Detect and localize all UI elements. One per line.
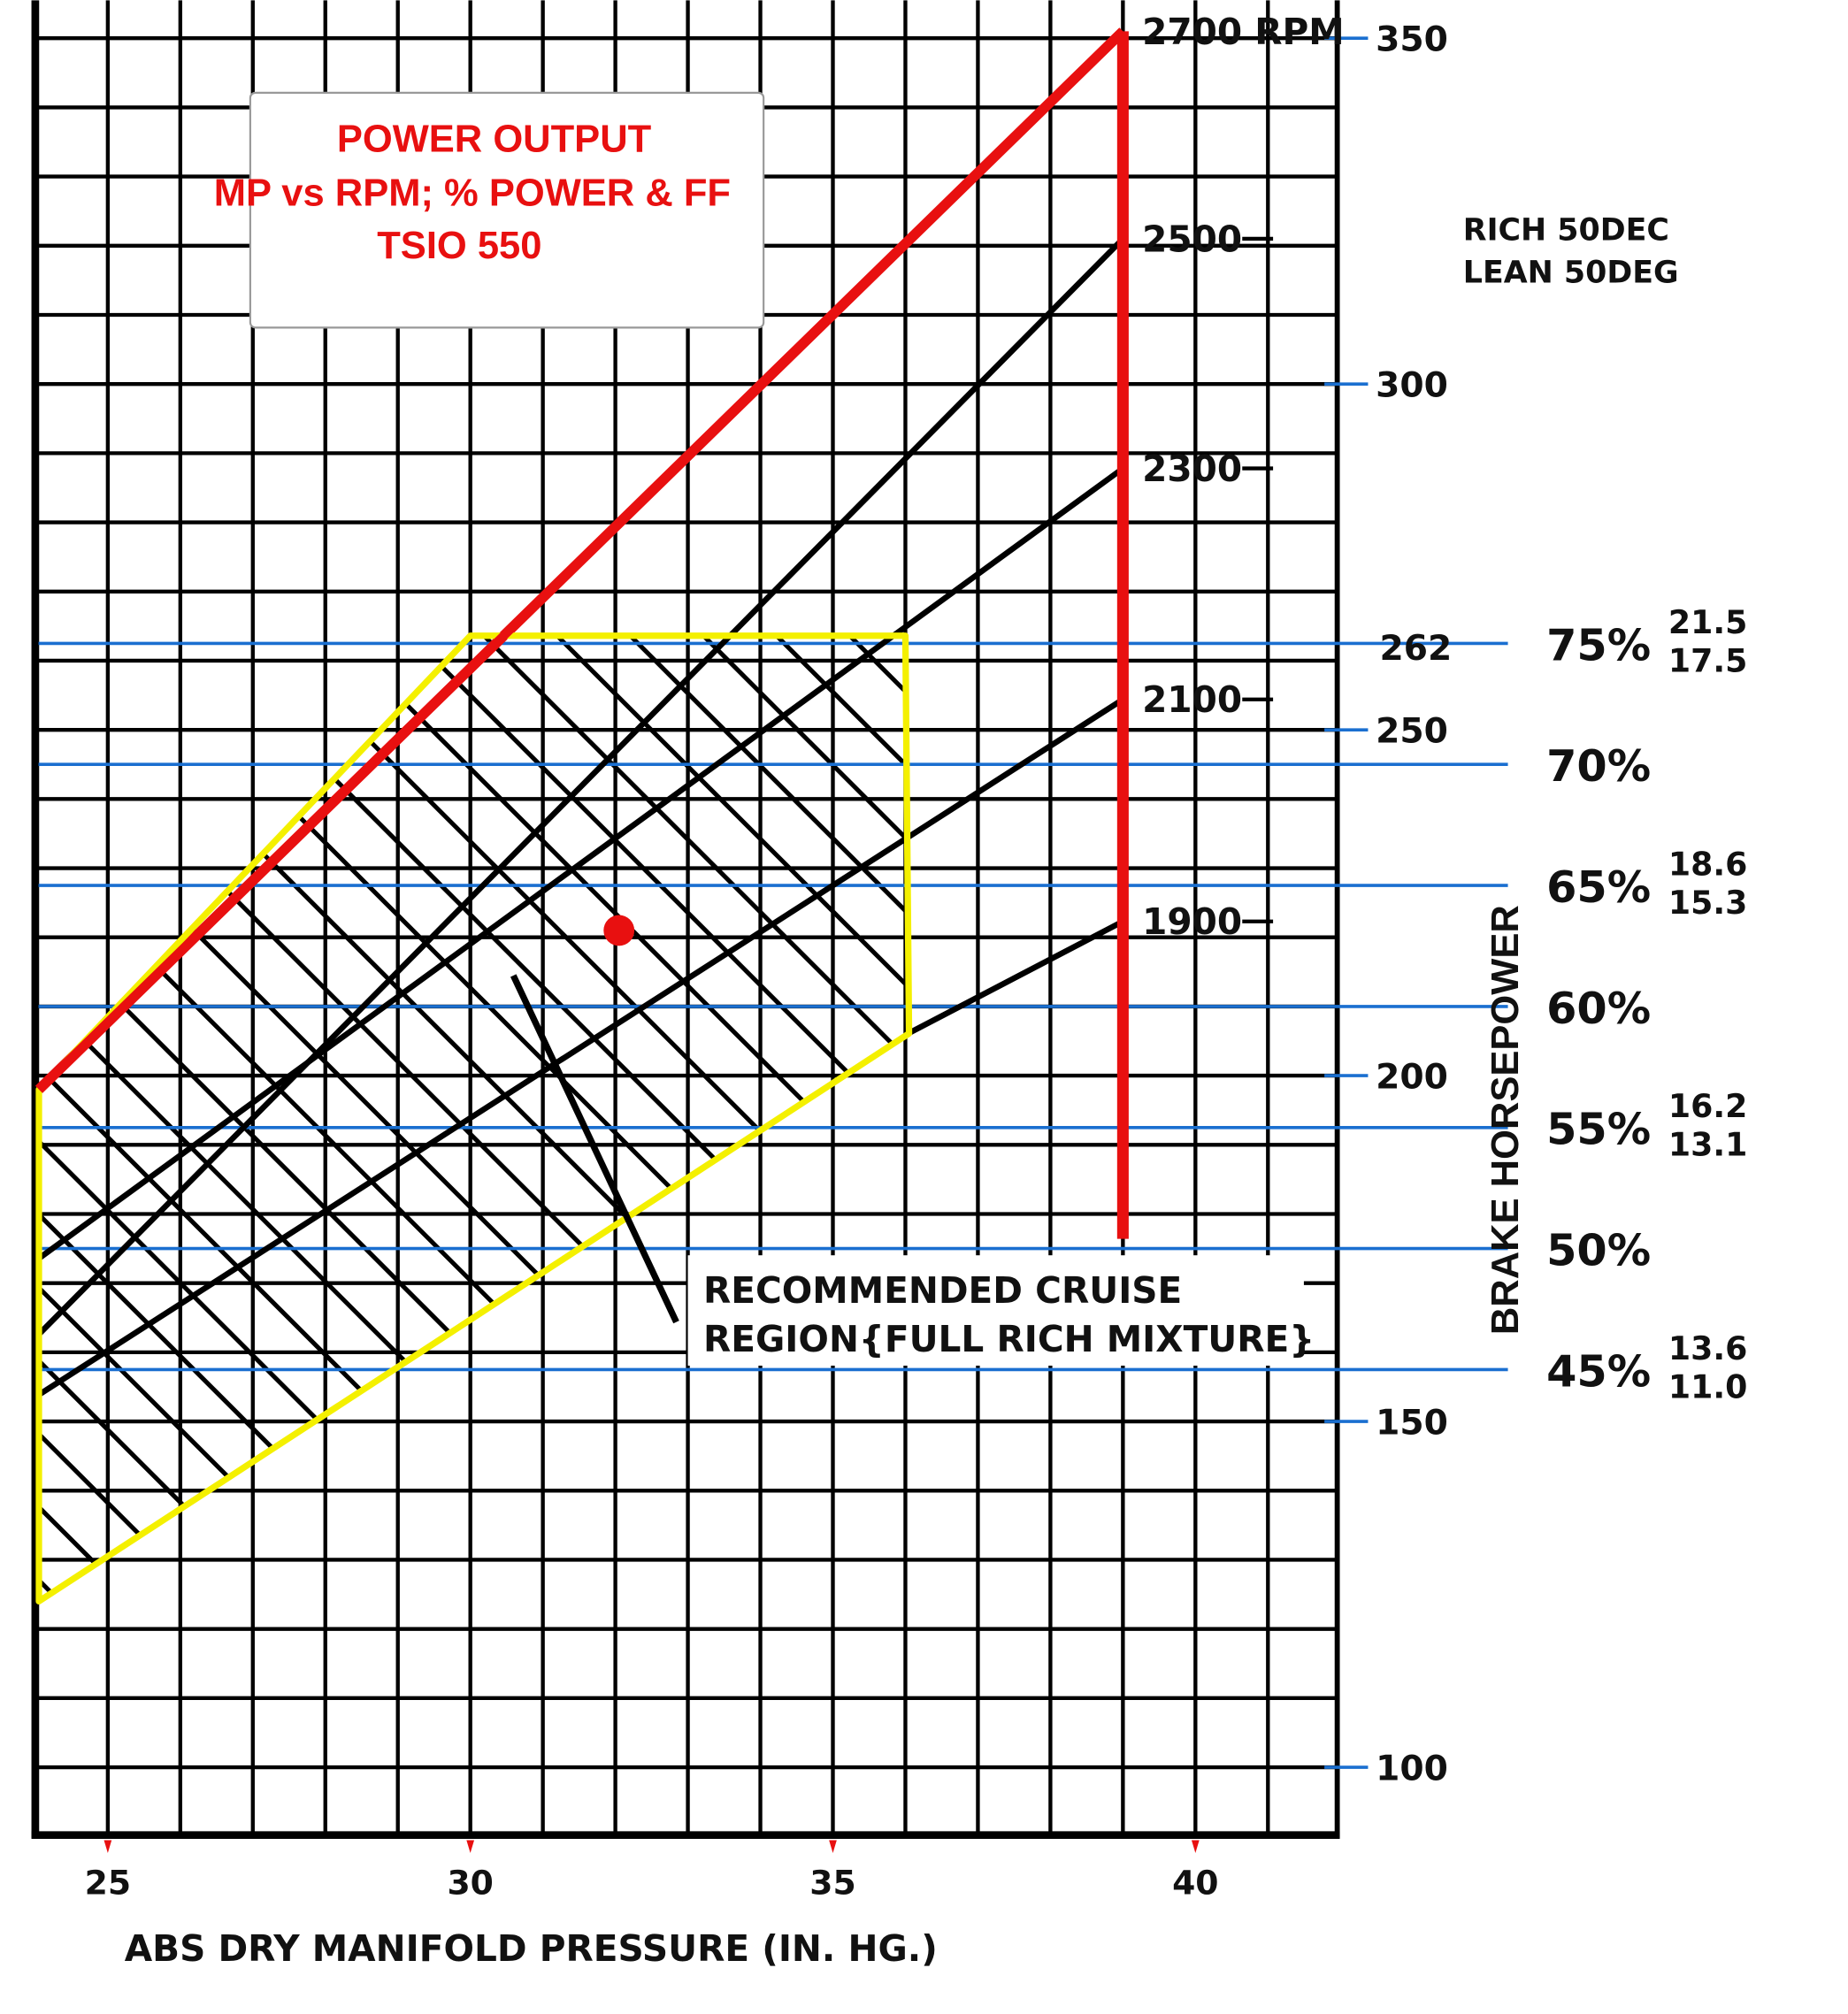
ff-lean-value: 15.3 bbox=[1668, 884, 1747, 922]
y-tick-label: 100 bbox=[1376, 1750, 1448, 1789]
chart-title-line-2: MP vs RPM; % POWER & FF bbox=[214, 172, 731, 215]
annotation-line-1: RECOMMENDED CRUISE bbox=[703, 1269, 1182, 1312]
y-tick-label: 200 bbox=[1376, 1058, 1448, 1098]
x-tick-mark bbox=[1191, 1840, 1200, 1853]
ff-rich-value: 16.2 bbox=[1668, 1087, 1747, 1125]
x-tick-mark bbox=[466, 1840, 475, 1853]
y-tick-label: 250 bbox=[1376, 712, 1448, 752]
x-tick-mark bbox=[104, 1840, 112, 1853]
ff-lean-value: 13.1 bbox=[1668, 1126, 1747, 1164]
ff-rich-value: 13.6 bbox=[1668, 1329, 1747, 1367]
power-level-lines: 75% 21.517.5 70% 65% 18.615.3 60% 55% 16.213.1 5… bbox=[38, 20, 1747, 1789]
hatch-line bbox=[1823, 0, 1848, 2013]
title-box bbox=[249, 91, 765, 329]
rpm-label: 2100 bbox=[1142, 678, 1242, 721]
power-percent-label: 70% bbox=[1546, 740, 1651, 792]
annotation-pointer bbox=[510, 974, 679, 1324]
x-tick-label: 25 bbox=[85, 1864, 131, 1903]
ff-rich-value: 18.6 bbox=[1668, 845, 1747, 883]
rpm-2700-overlay bbox=[35, 27, 1126, 1093]
rpm-label: 2700 RPM bbox=[1142, 11, 1345, 53]
rpm-label: 1900 bbox=[1142, 900, 1242, 943]
annotation-line-2: REGION{FULL RICH MIXTURE} bbox=[703, 1318, 1315, 1360]
y-tick-label: 350 bbox=[1376, 20, 1448, 60]
hatch-line bbox=[0, 0, 34, 2013]
chart-title-line-3: TSIO 550 bbox=[377, 225, 541, 267]
cruise-marker-point bbox=[603, 915, 635, 946]
y-axis-title: BRAKE HORSEPOWER bbox=[1484, 905, 1527, 1335]
rpm-line-2100 bbox=[36, 696, 1125, 1398]
ff-header-lean: LEAN 50DEG bbox=[1463, 256, 1679, 291]
x-axis-title: ABS DRY MANIFOLD PRESSURE (IN. HG.) bbox=[125, 1927, 938, 1970]
x-tick-label: 35 bbox=[809, 1864, 855, 1903]
power-percent-label: 45% bbox=[1546, 1345, 1651, 1397]
marks bbox=[35, 27, 1126, 1605]
x-tick-label: 40 bbox=[1172, 1864, 1218, 1903]
chart-title-line-1: POWER OUTPUT bbox=[337, 119, 652, 161]
x-tick-label: 30 bbox=[447, 1864, 493, 1903]
ff-header-rich: RICH 50DEC bbox=[1463, 213, 1669, 249]
power-percent-label: 65% bbox=[1546, 862, 1651, 913]
power-percent-label: 55% bbox=[1546, 1104, 1651, 1155]
y-tick-label: 150 bbox=[1376, 1404, 1448, 1443]
ff-lean-value: 17.5 bbox=[1668, 641, 1747, 679]
y-tick-label: 300 bbox=[1376, 366, 1448, 406]
x-tick-mark bbox=[829, 1840, 837, 1853]
hatch-line bbox=[1751, 0, 1848, 2013]
y-tick-label: 262 bbox=[1379, 629, 1452, 669]
rpm-label: 2300 bbox=[1142, 448, 1242, 490]
annotation-box bbox=[687, 1255, 1304, 1366]
hatch-line bbox=[1677, 0, 1848, 2013]
ff-lean-value: 11.0 bbox=[1668, 1367, 1747, 1405]
power-percent-label: 75% bbox=[1546, 619, 1651, 670]
power-percent-label: 60% bbox=[1546, 983, 1651, 1034]
rpm-line-1900 bbox=[907, 918, 1124, 1037]
rpm-line-2500 bbox=[35, 236, 1125, 1337]
ff-rich-value: 21.5 bbox=[1668, 603, 1747, 641]
rpm-label: 2500 bbox=[1142, 218, 1242, 260]
power-percent-label: 50% bbox=[1546, 1224, 1651, 1275]
rpm-line-2300 bbox=[36, 465, 1125, 1261]
